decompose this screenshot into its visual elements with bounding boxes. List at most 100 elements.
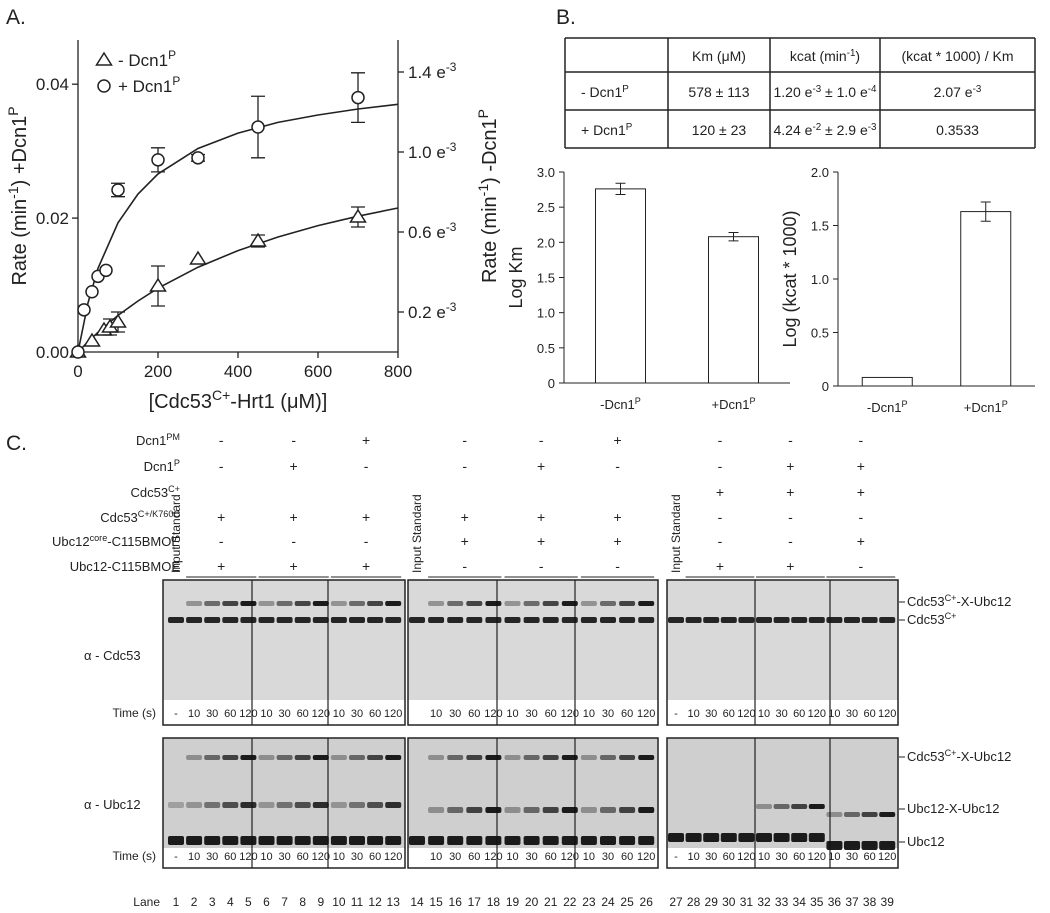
time-label: 10: [333, 851, 345, 863]
y-axis-label: Rate (min-1) +Dcn1P: [5, 106, 31, 285]
condition-mark: -: [858, 432, 863, 448]
time-title: Time (s): [112, 849, 156, 863]
blot-band: [186, 755, 203, 760]
superscript: -3: [973, 84, 982, 95]
superscript: P: [475, 109, 491, 118]
superscript: P: [635, 396, 641, 406]
point: [151, 153, 165, 167]
superscript: P: [902, 399, 908, 409]
condition-mark: -: [718, 533, 723, 549]
text-part: +Dcn1: [964, 400, 1002, 415]
blot-band: [485, 755, 502, 760]
time-label: -: [174, 708, 178, 720]
table-cell: 578 ± 113: [688, 84, 749, 100]
time-label: 30: [449, 708, 461, 720]
blot-band: [312, 755, 329, 760]
text-part: 1.4 e: [408, 63, 446, 82]
time-label: 30: [449, 851, 461, 863]
blot-band: [240, 601, 257, 606]
condition-mark: +: [461, 533, 469, 549]
blot-band: [168, 617, 184, 623]
blot-band: [561, 807, 578, 813]
time-label: 60: [863, 851, 875, 863]
condition-mark: +: [716, 558, 724, 574]
lane-number: 39: [881, 895, 895, 909]
blot-band: [600, 601, 616, 606]
blot-band: [349, 755, 365, 760]
blot-band: [186, 617, 203, 623]
blot-frame: [407, 737, 659, 869]
time-label: 120: [484, 708, 502, 720]
blot-band: [330, 836, 347, 845]
superscript: -3: [446, 300, 457, 314]
text-part: Cdc53: [100, 510, 138, 525]
point: [83, 332, 101, 347]
blot-band: [668, 833, 684, 842]
blot-band: [542, 807, 559, 813]
input-standard: Input Standard: [169, 494, 183, 573]
y-tick-label: 0.5: [811, 326, 829, 341]
y-tick-label: 3.0: [537, 165, 555, 180]
text-part: Cdc53: [907, 749, 945, 764]
time-label: 60: [723, 708, 735, 720]
superscript: -1: [5, 186, 21, 199]
blot-band: [312, 617, 329, 623]
blot-band: [312, 836, 329, 845]
condition-mark: +: [537, 533, 545, 549]
superscript: -3: [446, 220, 457, 234]
blot-band: [523, 755, 540, 760]
blot-band: [826, 617, 843, 623]
point: [251, 120, 265, 134]
blot-band: [204, 836, 221, 845]
blot-band: [276, 802, 293, 808]
x-tick-label: -Dcn1P: [867, 399, 908, 415]
blot-band: [879, 617, 896, 623]
superscript: P: [174, 458, 180, 468]
blot-band: [204, 802, 221, 808]
blot-band: [756, 833, 772, 842]
blot-band: [466, 755, 483, 760]
time-label: 10: [687, 708, 699, 720]
error-bar: [615, 182, 626, 196]
lane-number: 21: [544, 895, 558, 909]
time-label: 30: [846, 851, 858, 863]
condition-mark: -: [718, 509, 723, 525]
bar: [861, 376, 913, 387]
time-label: 30: [705, 851, 717, 863]
time-label: 120: [384, 851, 402, 863]
condition-mark: +: [716, 484, 724, 500]
y-axis-label: Log Km: [506, 246, 526, 308]
time-label: 30: [775, 851, 787, 863]
time-label: 120: [384, 708, 402, 720]
blot-band: [638, 601, 655, 606]
blot-band: [504, 617, 521, 623]
time-label: 10: [828, 851, 840, 863]
lane-number: 13: [387, 895, 401, 909]
lane-number: 35: [810, 895, 824, 909]
blot-band: [808, 617, 825, 623]
condition-mark: -: [462, 558, 467, 574]
blot-band: [808, 833, 825, 842]
blot-band: [638, 755, 655, 760]
blot-band: [186, 836, 203, 845]
y-tick-label: 0.02: [36, 209, 69, 228]
superscript: -3: [446, 60, 457, 74]
blot-band: [294, 836, 311, 845]
blot-band: [276, 601, 293, 606]
blot-band: [330, 601, 347, 606]
time-label: 120: [637, 851, 655, 863]
lane-number: 8: [299, 895, 306, 909]
time-label: 30: [351, 851, 363, 863]
text-part: + Dcn1: [118, 77, 172, 96]
blot-background: [163, 738, 405, 848]
point: [109, 313, 127, 328]
y-tick-label: 1.5: [811, 219, 829, 234]
superscript: P: [749, 396, 755, 406]
y-tick-label: 2.0: [811, 165, 829, 180]
blot-background: [408, 738, 658, 848]
blot-band: [738, 617, 755, 623]
superscript: C+/K760C: [138, 509, 181, 519]
blot-band: [504, 755, 521, 760]
condition-mark: -: [219, 458, 224, 474]
blot-band: [720, 617, 737, 623]
